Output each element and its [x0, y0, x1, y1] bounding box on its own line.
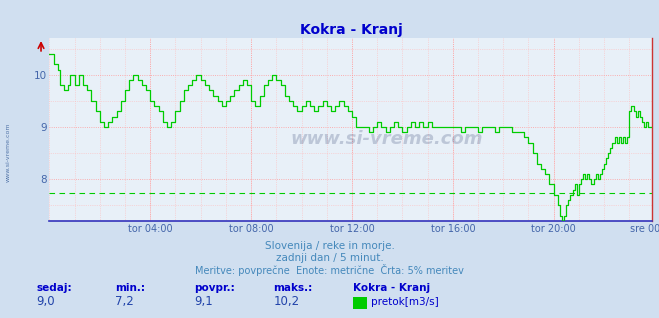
Text: 9,1: 9,1 [194, 295, 213, 308]
Text: Meritve: povprečne  Enote: metrične  Črta: 5% meritev: Meritve: povprečne Enote: metrične Črta:… [195, 264, 464, 276]
Text: maks.:: maks.: [273, 283, 313, 293]
Text: sedaj:: sedaj: [36, 283, 72, 293]
Title: Kokra - Kranj: Kokra - Kranj [300, 23, 402, 37]
Text: pretok[m3/s]: pretok[m3/s] [371, 297, 439, 307]
Text: www.si-vreme.com: www.si-vreme.com [291, 130, 483, 148]
Text: Kokra - Kranj: Kokra - Kranj [353, 283, 430, 293]
Text: zadnji dan / 5 minut.: zadnji dan / 5 minut. [275, 253, 384, 263]
Text: 7,2: 7,2 [115, 295, 134, 308]
Text: 10,2: 10,2 [273, 295, 300, 308]
Text: min.:: min.: [115, 283, 146, 293]
Text: Slovenija / reke in morje.: Slovenija / reke in morje. [264, 241, 395, 251]
Text: 9,0: 9,0 [36, 295, 55, 308]
Text: povpr.:: povpr.: [194, 283, 235, 293]
Text: www.si-vreme.com: www.si-vreme.com [5, 123, 11, 183]
